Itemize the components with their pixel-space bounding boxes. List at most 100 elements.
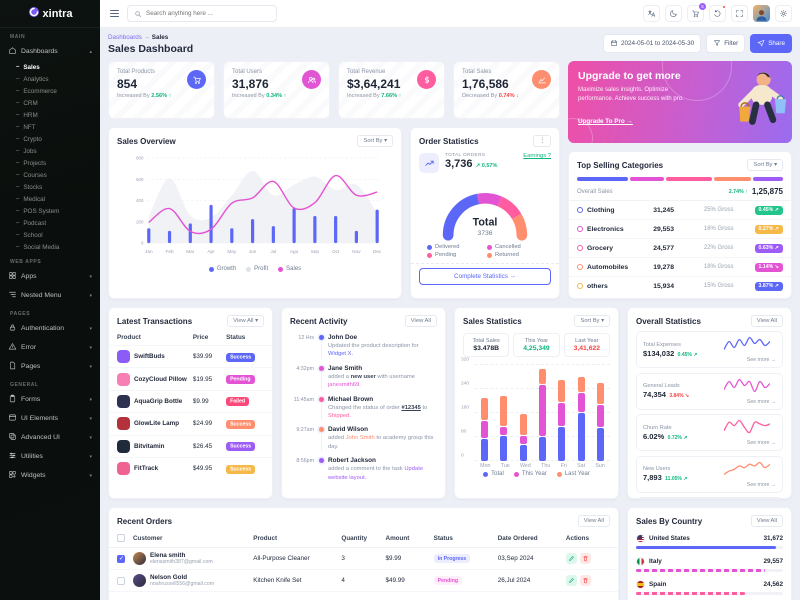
menu-toggle-icon[interactable] [108, 8, 121, 20]
row-checkbox[interactable] [117, 576, 125, 585]
language-icon[interactable] [643, 5, 660, 22]
sidebar-item-dashboards[interactable]: Dashboards ▴ [0, 42, 100, 61]
gear-icon[interactable] [775, 5, 792, 22]
sidebar-item-jobs[interactable]: – Jobs [0, 145, 100, 157]
category-row-others: others 15,934 15% Gross 3.87% ↗ [569, 277, 791, 295]
see-more-link[interactable]: See more → [746, 398, 776, 405]
product-name: AquaGrip Bottle [134, 397, 183, 405]
brand-logo[interactable]: xintra [0, 0, 100, 28]
complete-statistics-button[interactable]: Complete Statistics → [419, 268, 551, 285]
breadcrumb-dashboards[interactable]: Dashboards [108, 34, 142, 41]
sidebar-item-apps[interactable]: Apps ▾ [0, 267, 100, 286]
sidebar-item-stocks[interactable]: – Stocks [0, 181, 100, 193]
see-more-link[interactable]: See more → [746, 481, 776, 488]
delete-button[interactable] [579, 575, 591, 586]
table-header: Product Price Status [117, 334, 246, 341]
sidebar-item-podcast[interactable]: – Podcast [0, 217, 100, 229]
sidebar-item-label: Pages [21, 363, 41, 370]
edit-button[interactable] [565, 553, 577, 564]
sidebar-item-utilities[interactable]: Utilities ▾ [0, 447, 100, 466]
chart-legend: Growth Profit Sales [109, 264, 401, 277]
sidebar-item-projects[interactable]: – Projects [0, 157, 100, 169]
see-more-link[interactable]: See more → [746, 440, 776, 446]
sort-by-dropdown[interactable]: Sort By ▾ [574, 315, 610, 327]
sales-overview-chart: 0 200 400 600 800 Jan Feb Mar Apr May Jun Jul Agu Sep… [109, 151, 401, 264]
view-all-dropdown[interactable]: View All ▾ [227, 315, 264, 327]
country-row-es: Spain 24,562 [628, 577, 791, 600]
sidebar-item-authentication[interactable]: Authentication ▾ [0, 319, 100, 338]
kpi-label: Total Sales [462, 69, 492, 75]
kebab-menu-icon[interactable]: ⋮ [533, 135, 551, 147]
view-all-button[interactable]: View All [750, 515, 783, 527]
sidebar-item-forms[interactable]: Forms ▾ [0, 390, 100, 409]
view-all-button[interactable]: View All [750, 315, 783, 327]
sidebar-item-analytics[interactable]: – Analytics [0, 73, 100, 85]
sidebar-item-sales[interactable]: – Sales [0, 61, 100, 73]
sidebar-item-pages[interactable]: Pages ▾ [0, 357, 100, 376]
order-quantity: 3 [341, 555, 345, 562]
activity-user: Michael Brown [328, 395, 374, 403]
dark-mode-icon[interactable] [665, 5, 682, 22]
sidebar-item-nested-menu[interactable]: Nested Menu ▾ [0, 286, 100, 305]
legend-item: Delivered [427, 244, 483, 250]
kpi-change: Decreased By 0.74% ↓ [462, 93, 519, 99]
sidebar-item-widgets[interactable]: Widgets ▾ [0, 466, 100, 485]
legend-item: Total [483, 471, 504, 477]
sidebar-subitem-label: Stocks [23, 183, 43, 191]
bullet-dash: – [16, 172, 20, 178]
sidebar-item-crypto[interactable]: – Crypto [0, 133, 100, 145]
view-all-button[interactable]: View All [404, 315, 437, 327]
select-all-checkbox[interactable] [117, 534, 125, 542]
breadcrumb-separator: → [143, 34, 151, 41]
search-box[interactable] [127, 5, 277, 22]
sidebar-item-ecommerce[interactable]: – Ecommerce [0, 85, 100, 97]
see-more-link[interactable]: See more → [746, 357, 776, 363]
sort-by-dropdown[interactable]: Sort By ▾ [357, 135, 393, 147]
filter-button[interactable]: Filter [706, 34, 746, 53]
refresh-icon[interactable] [709, 5, 726, 22]
sidebar-item-hrm[interactable]: – HRM [0, 109, 100, 121]
view-all-button[interactable]: View All [577, 515, 610, 527]
category-label: Thu [541, 463, 551, 469]
activity-description: added a comment to the task Update websi… [328, 466, 424, 481]
edit-button[interactable] [565, 575, 577, 586]
category-badge: 0.27% ↗ [754, 224, 784, 234]
share-button[interactable]: Share [750, 34, 792, 53]
stacked-bar-tue [500, 396, 508, 461]
customer-avatar [133, 574, 146, 587]
sidebar-item-ui-elements[interactable]: UI Elements ▾ [0, 409, 100, 428]
sidebar-item-nft[interactable]: – NFT [0, 121, 100, 133]
sidebar-item-courses[interactable]: – Courses [0, 169, 100, 181]
sidebar-item-pos-system[interactable]: – POS System [0, 205, 100, 217]
stat-value: 74,354 3.84% ↘ [643, 390, 690, 399]
sort-by-dropdown[interactable]: Sort By ▾ [747, 159, 783, 171]
search-input[interactable] [146, 10, 270, 17]
earnings-link[interactable]: Earnings ? [523, 153, 551, 159]
sidebar-item-school[interactable]: – School [0, 229, 100, 241]
sidebar-item-error[interactable]: Error ▾ [0, 338, 100, 357]
column-header: Actions [565, 534, 589, 542]
svg-text:Nov: Nov [352, 249, 361, 254]
calendar-icon [610, 39, 618, 49]
sidebar: xintra MAIN Dashboards ▴ – Sales – Analytics – E… [0, 0, 100, 600]
kpi-value: 1,76,586 [462, 77, 509, 91]
fullscreen-icon[interactable] [731, 5, 748, 22]
stat-label: Total Expenses [643, 341, 681, 348]
stat-label: This Year [524, 338, 549, 344]
date-range-picker[interactable]: 2024-05-01 to 2024-05-30 [603, 34, 702, 53]
cart-icon[interactable]: 5 [687, 3, 706, 22]
sidebar-item-crm[interactable]: – CRM [0, 97, 100, 109]
category-value: 31,245 [653, 206, 674, 214]
upgrade-body: Maximize sales insights. Optimize perfor… [578, 87, 684, 102]
sidebar-item-social-media[interactable]: – Social Media [0, 241, 100, 253]
chevron-down-icon: ▾ [89, 415, 92, 422]
status-badge: Success [226, 419, 256, 429]
country-name: Italy [649, 558, 662, 565]
row-checkbox[interactable] [117, 554, 125, 563]
delete-button[interactable] [579, 553, 591, 564]
upgrade-cta-link[interactable]: Upgrade To Pro → [578, 118, 633, 125]
sidebar-item-advanced-ui[interactable]: Advanced UI ▾ [0, 428, 100, 447]
avatar[interactable] [753, 5, 770, 22]
page-content: Dashboards → Sales Sales Dashboard 2024-… [100, 28, 800, 600]
sidebar-item-medical[interactable]: – Medical [0, 193, 100, 205]
